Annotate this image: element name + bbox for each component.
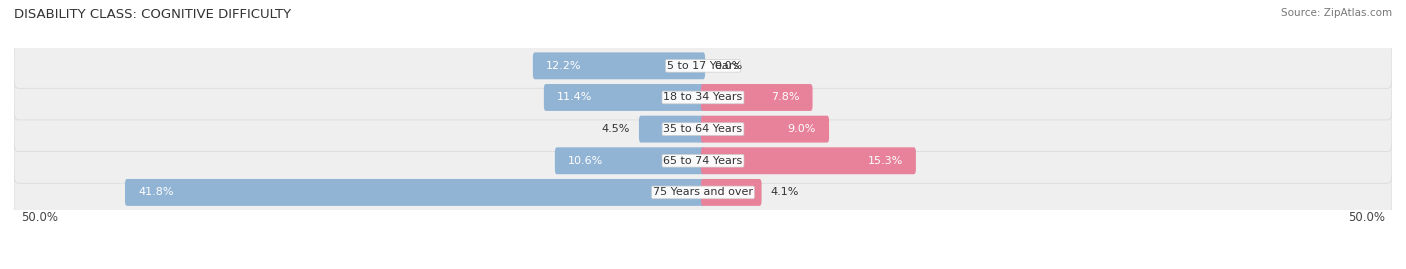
Text: 50.0%: 50.0% (21, 211, 58, 224)
Text: 35 to 64 Years: 35 to 64 Years (664, 124, 742, 134)
FancyBboxPatch shape (702, 147, 915, 174)
Text: 5 to 17 Years: 5 to 17 Years (666, 61, 740, 71)
Text: 11.4%: 11.4% (557, 93, 592, 102)
Text: 10.6%: 10.6% (568, 156, 603, 166)
Text: 75 Years and over: 75 Years and over (652, 187, 754, 197)
Text: 12.2%: 12.2% (546, 61, 582, 71)
Text: 0.0%: 0.0% (714, 61, 742, 71)
FancyBboxPatch shape (125, 179, 704, 206)
Text: 9.0%: 9.0% (787, 124, 815, 134)
FancyBboxPatch shape (555, 147, 704, 174)
Text: 4.5%: 4.5% (602, 124, 630, 134)
FancyBboxPatch shape (14, 170, 1392, 215)
Legend: Male, Female: Male, Female (630, 266, 776, 269)
Text: 65 to 74 Years: 65 to 74 Years (664, 156, 742, 166)
FancyBboxPatch shape (544, 84, 704, 111)
FancyBboxPatch shape (14, 107, 1392, 152)
FancyBboxPatch shape (638, 116, 704, 143)
Text: 18 to 34 Years: 18 to 34 Years (664, 93, 742, 102)
Text: 15.3%: 15.3% (868, 156, 903, 166)
FancyBboxPatch shape (14, 43, 1392, 88)
Text: 41.8%: 41.8% (138, 187, 173, 197)
Text: 50.0%: 50.0% (1348, 211, 1385, 224)
Text: DISABILITY CLASS: COGNITIVE DIFFICULTY: DISABILITY CLASS: COGNITIVE DIFFICULTY (14, 8, 291, 21)
FancyBboxPatch shape (702, 179, 762, 206)
FancyBboxPatch shape (14, 75, 1392, 120)
FancyBboxPatch shape (14, 138, 1392, 183)
FancyBboxPatch shape (702, 84, 813, 111)
Text: 7.8%: 7.8% (770, 93, 800, 102)
FancyBboxPatch shape (533, 52, 704, 79)
Text: Source: ZipAtlas.com: Source: ZipAtlas.com (1281, 8, 1392, 18)
Text: 4.1%: 4.1% (770, 187, 799, 197)
FancyBboxPatch shape (702, 116, 830, 143)
